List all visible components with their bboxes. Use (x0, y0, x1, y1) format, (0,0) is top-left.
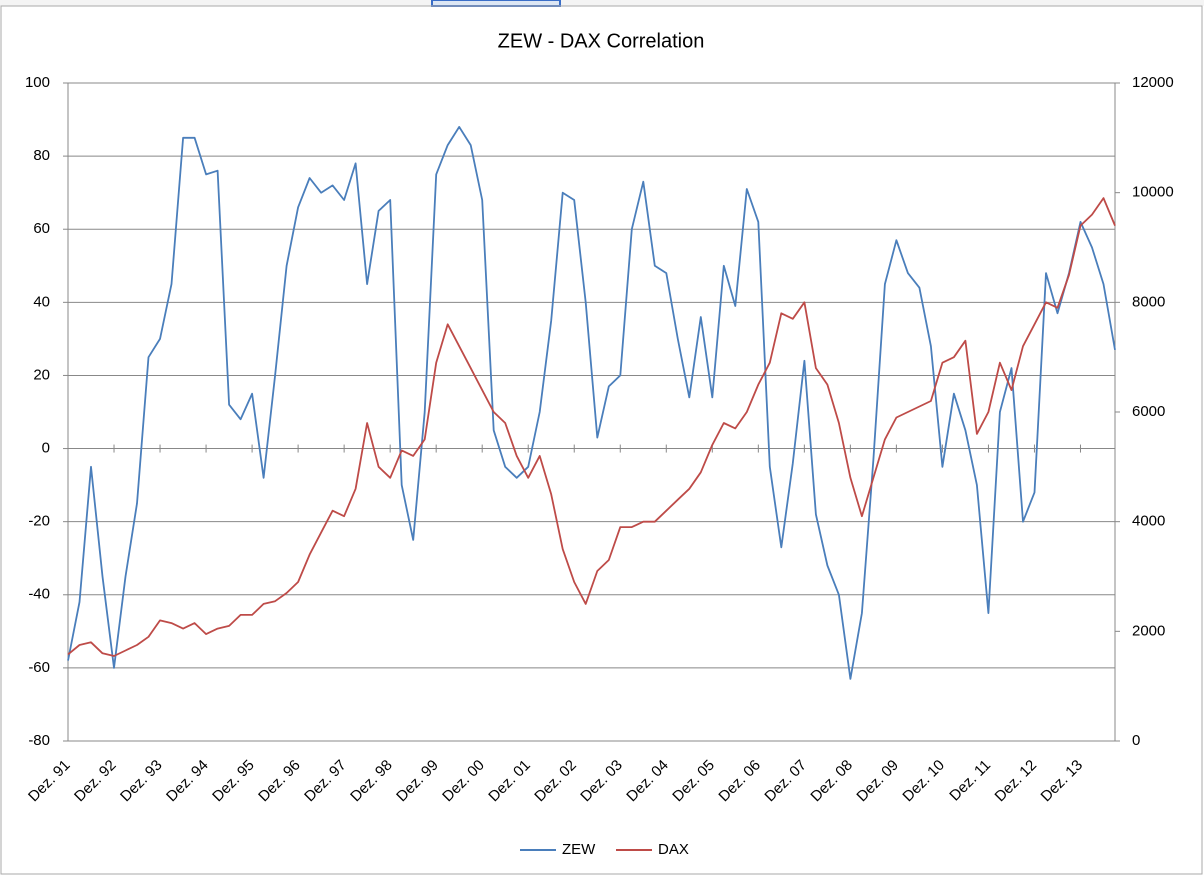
y-tick-label: -40 (28, 586, 50, 603)
legend-label: ZEW (562, 841, 596, 858)
y2-tick-label: 6000 (1132, 403, 1165, 420)
y2-tick-label: 2000 (1132, 622, 1165, 639)
y-tick-label: 100 (25, 74, 50, 91)
y-tick-label: 0 (42, 440, 50, 457)
y-tick-label: 20 (33, 366, 50, 383)
y2-tick-label: 0 (1132, 732, 1140, 749)
y-tick-label: 40 (33, 293, 50, 310)
header-strip (0, 0, 1204, 6)
y-tick-label: -60 (28, 659, 50, 676)
y2-tick-label: 12000 (1132, 74, 1174, 91)
series-line (67, 197, 1116, 657)
y-tick-label: -80 (28, 732, 50, 749)
y2-tick-label: 8000 (1132, 293, 1165, 310)
y2-tick-label: 4000 (1132, 513, 1165, 530)
selected-column (431, 0, 561, 7)
chart-frame (0, 5, 1203, 875)
legend-label: DAX (658, 841, 689, 858)
y-tick-label: 60 (33, 220, 50, 237)
chart-title: ZEW - DAX Correlation (498, 30, 705, 52)
series-line (67, 126, 1116, 680)
y2-tick-label: 10000 (1132, 184, 1174, 201)
y-tick-label: 80 (33, 147, 50, 164)
y-tick-label: -20 (28, 513, 50, 530)
sheet-header (0, 0, 1204, 7)
